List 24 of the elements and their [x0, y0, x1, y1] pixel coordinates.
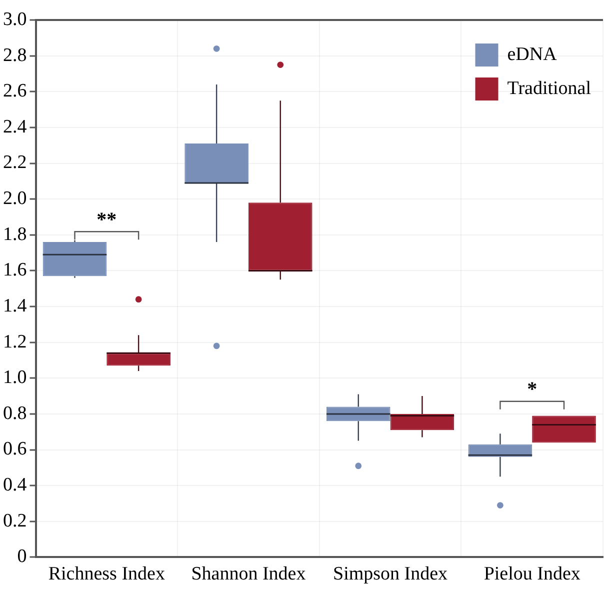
y-tick-label: 1.2 [3, 331, 27, 352]
x-tick-label: Shannon Index [191, 564, 306, 585]
y-tick-label: 0.6 [3, 438, 27, 460]
y-tick-label: 1.4 [3, 295, 28, 316]
y-tick-label: 1.0 [3, 367, 27, 388]
y-tick-label: 0.4 [3, 474, 28, 496]
y-tick-label: 2.2 [3, 152, 27, 174]
annotation: ** [96, 208, 117, 231]
y-tick-label: 2.0 [3, 188, 27, 210]
y-tick-label: 1.8 [3, 224, 27, 245]
x-tick-label: Pielou Index [484, 564, 581, 585]
y-tick-label: 2.8 [3, 44, 27, 66]
x-tick-label: Richness Index [48, 564, 166, 585]
x-tick-label: Simpson Index [333, 564, 448, 585]
y-tick-label: 2.4 [3, 116, 28, 138]
annotation: * [527, 378, 538, 401]
y-tick-label: 2.6 [3, 80, 27, 102]
y-tick-label: 1.6 [3, 260, 27, 281]
y-tick-label: 3.0 [3, 8, 27, 30]
legend-label: eDNA [507, 44, 558, 65]
legend-label: Traditional [507, 78, 592, 99]
y-tick-label: 0.2 [3, 510, 27, 532]
y-tick-label: 0.8 [3, 402, 27, 424]
y-tick-label: 0 [17, 546, 27, 568]
